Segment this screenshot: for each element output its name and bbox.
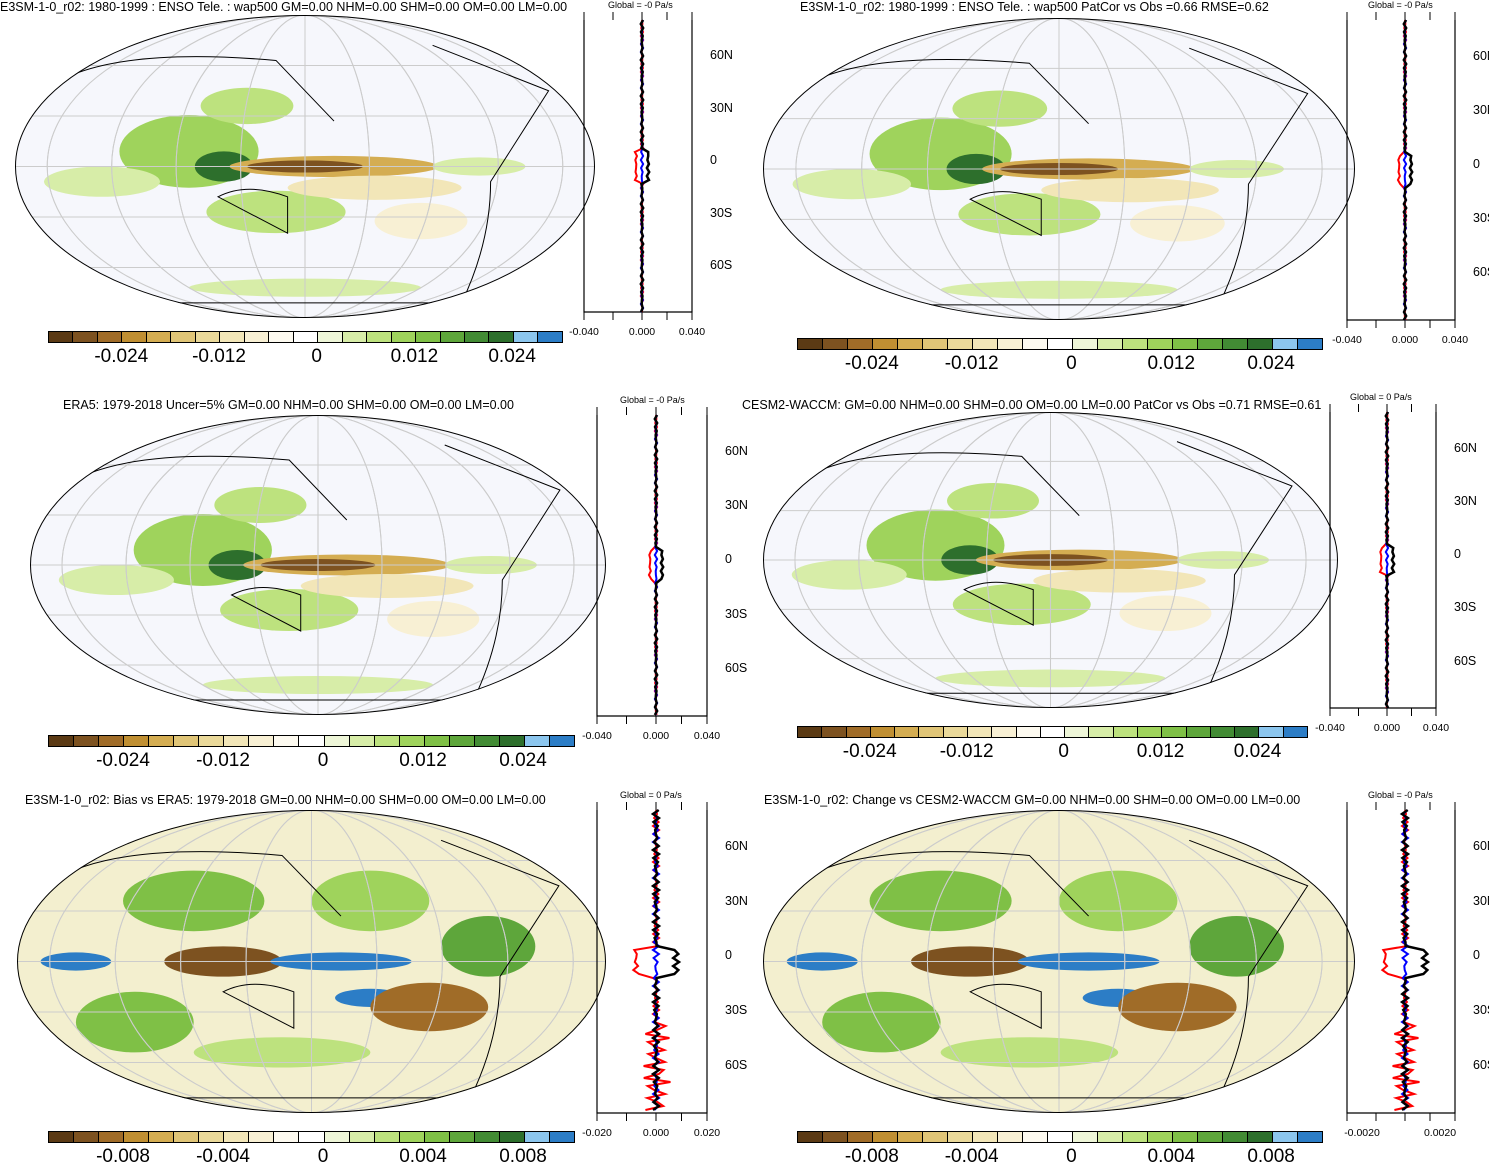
colorbar-swatch xyxy=(1148,1132,1173,1142)
lat-label: 30N xyxy=(1473,894,1489,908)
colorbar-swatch xyxy=(1073,1132,1098,1142)
colorbar-swatch xyxy=(823,1132,848,1142)
colorbar-swatch xyxy=(848,1132,873,1142)
colorbar-swatch xyxy=(948,1132,973,1142)
colorbar-swatch xyxy=(1048,1132,1073,1142)
colorbar-swatch xyxy=(873,1132,898,1142)
global-mean-label: Global = -0 Pa/s xyxy=(1368,790,1433,800)
colorbar-swatch xyxy=(1173,1132,1198,1142)
colorbar-swatch xyxy=(1248,1132,1273,1142)
colorbar-swatch xyxy=(923,1132,948,1142)
colorbar-swatch xyxy=(1098,1132,1123,1142)
colorbar-swatch xyxy=(1023,1132,1048,1142)
lat-label: 60S xyxy=(1473,1058,1489,1072)
lat-label: 30S xyxy=(1473,1003,1489,1017)
colorbar-swatch xyxy=(1123,1132,1148,1142)
colorbar-swatch xyxy=(1223,1132,1248,1142)
lat-label: 60N xyxy=(1473,839,1489,853)
colorbar xyxy=(797,1131,1323,1143)
colorbar-swatch xyxy=(1198,1132,1223,1142)
colorbar-swatch xyxy=(898,1132,923,1142)
x-tick-label: -0.0020 xyxy=(1344,1127,1380,1139)
colorbar-swatch xyxy=(998,1132,1023,1142)
colorbar-swatch xyxy=(1298,1132,1322,1142)
colorbar-swatch xyxy=(1273,1132,1298,1142)
lat-label: 0 xyxy=(1473,948,1480,962)
x-tick-label: 0.0020 xyxy=(1424,1127,1456,1139)
colorbar-swatch xyxy=(798,1132,823,1142)
colorbar-swatch xyxy=(973,1132,998,1142)
